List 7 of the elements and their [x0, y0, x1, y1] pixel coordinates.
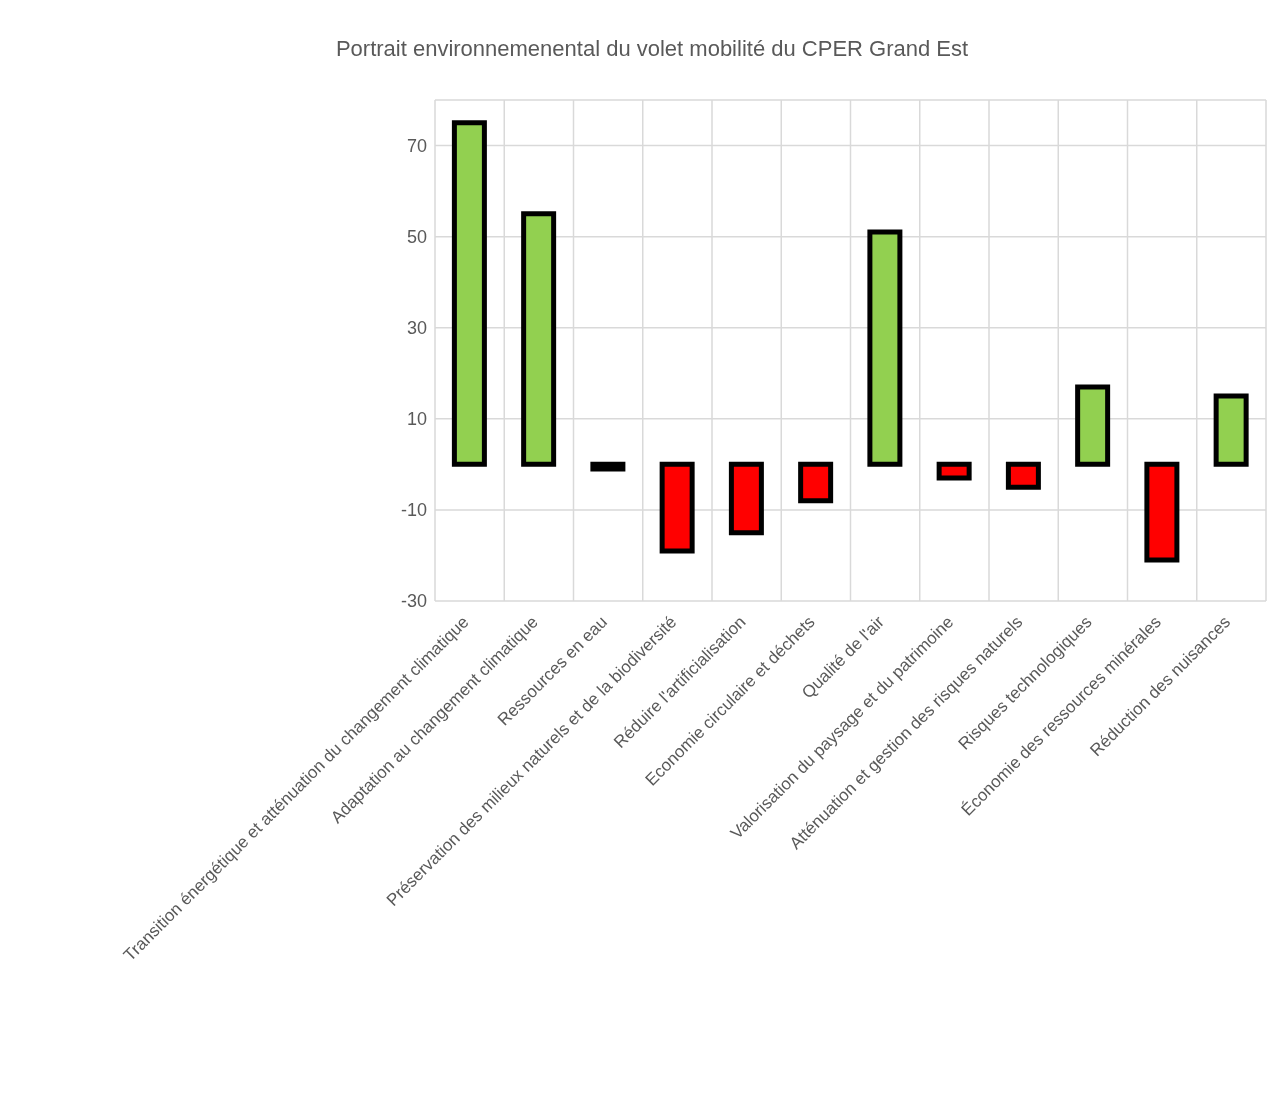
chart-title: Portrait environnemenental du volet mobilité du CPER Grand Est: [334, 36, 970, 62]
y-tick-label: 30: [406, 318, 427, 339]
y-tick-label: 50: [406, 227, 427, 248]
y-tick-label: -10: [400, 500, 427, 521]
y-tick-label: 10: [406, 409, 427, 430]
y-tick-label: 70: [406, 135, 427, 156]
y-tick-label: -30: [400, 591, 427, 612]
